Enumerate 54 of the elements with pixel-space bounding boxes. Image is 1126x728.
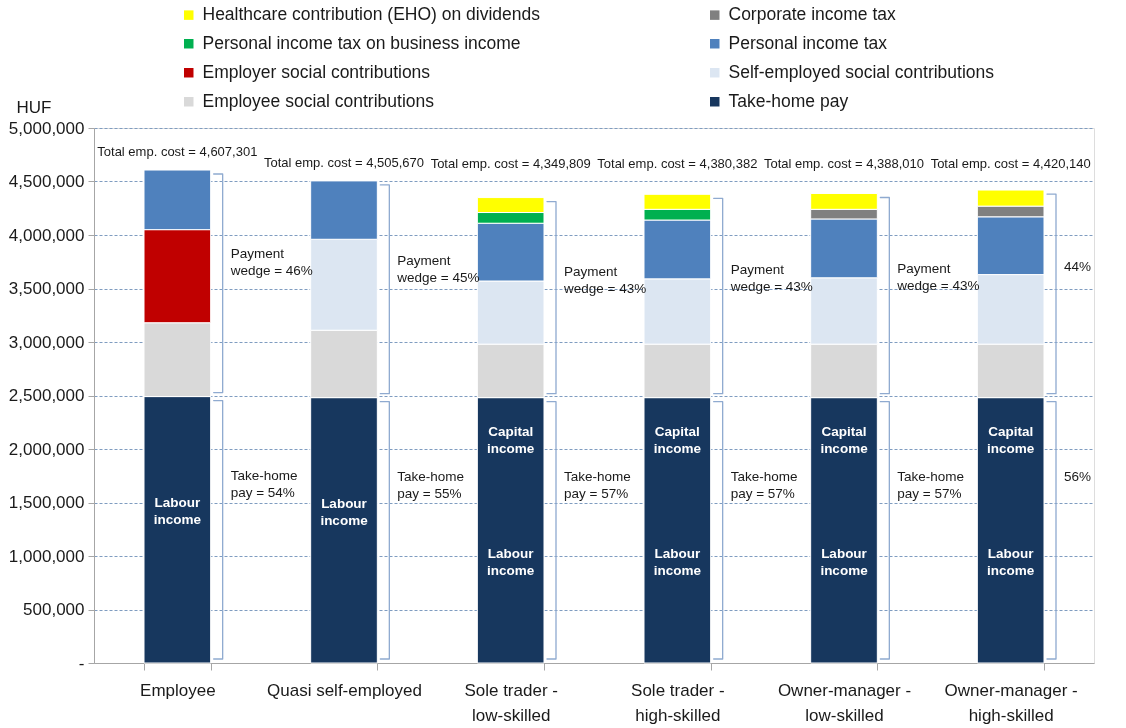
total-label: Total emp. cost = 4,505,670	[263, 154, 425, 170]
y-tick-label: 500,000	[23, 600, 85, 619]
legend-label: Take-home pay	[728, 90, 849, 111]
annotation: Take-home pay = 55%	[397, 469, 465, 502]
x-tick-label: Sole trader - high-skilled	[631, 680, 725, 725]
total-label: Total emp. cost = 4,420,140	[930, 156, 1091, 171]
x-tick-label: Owner-manager - low-skilled	[777, 680, 912, 725]
total-label: Total emp. cost = 4,607,301	[97, 144, 258, 160]
legend-label: Personal income tax on business income	[202, 32, 521, 53]
legend-label: Self-employed social contributions	[728, 61, 995, 82]
y-tick-label: -	[78, 653, 85, 673]
y-tick-label: 2,000,000	[8, 439, 85, 459]
total-label: Total emp. cost = 4,388,010	[763, 156, 925, 171]
annotation: Take-home pay = 54%	[230, 468, 298, 501]
annotation: Labour income	[487, 546, 535, 579]
legend-label: Personal income tax	[728, 32, 888, 53]
y-tick-label: 5,000,000	[8, 118, 85, 138]
annotation: Capital income	[653, 424, 702, 457]
annotation: Labour income	[987, 546, 1035, 579]
legend-label: Healthcare contribution (EHO) on dividends	[202, 4, 541, 25]
annotation: Capital income	[987, 424, 1035, 457]
annotation: Payment wedge = 45%	[396, 253, 480, 286]
annotation: Payment wedge = 43%	[563, 263, 647, 296]
annotation: 56%	[1064, 469, 1092, 485]
annotation: Payment wedge = 43%	[896, 261, 980, 294]
annotation: Payment wedge = 46%	[229, 245, 313, 278]
annotation: Capital income	[487, 424, 535, 457]
annotation: Labour income	[153, 495, 202, 528]
y-tick-label: 2,500,000	[8, 386, 85, 405]
annotation: Labour income	[320, 495, 369, 528]
annotation: Take-home pay = 57%	[730, 469, 798, 502]
annotation: Capital income	[820, 424, 869, 457]
legend-label: Employee social contributions	[202, 90, 435, 111]
total-label: Total emp. cost = 4,349,809	[430, 156, 591, 171]
y-tick-label: 3,500,000	[8, 279, 85, 298]
x-tick-label: Employee	[140, 680, 216, 700]
y-tick-label: 1,000,000	[8, 546, 85, 566]
total-label: Total emp. cost = 4,380,382	[597, 156, 758, 171]
legend-label: Corporate income tax	[728, 4, 897, 25]
x-tick-label: Owner-manager - high-skilled	[944, 680, 1078, 725]
y-axis-title: HUF	[16, 97, 52, 117]
y-tick-label: 3,000,000	[8, 332, 85, 352]
y-tick-label: 4,000,000	[8, 225, 85, 245]
annotation: Payment wedge = 43%	[729, 261, 813, 294]
annotation: Take-home pay = 57%	[564, 469, 631, 502]
legend-label: Employer social contributions	[202, 61, 431, 82]
annotation: 44%	[1064, 258, 1092, 274]
y-tick-label: 4,500,000	[8, 172, 85, 191]
x-tick-label: Quasi self-employed	[267, 680, 422, 700]
annotation: Labour income	[820, 546, 869, 579]
annotation: Take-home pay = 57%	[897, 469, 965, 502]
y-tick-label: 1,500,000	[8, 493, 85, 512]
x-tick-label: Sole trader - low-skilled	[464, 680, 558, 725]
annotation: Labour income	[653, 546, 702, 579]
